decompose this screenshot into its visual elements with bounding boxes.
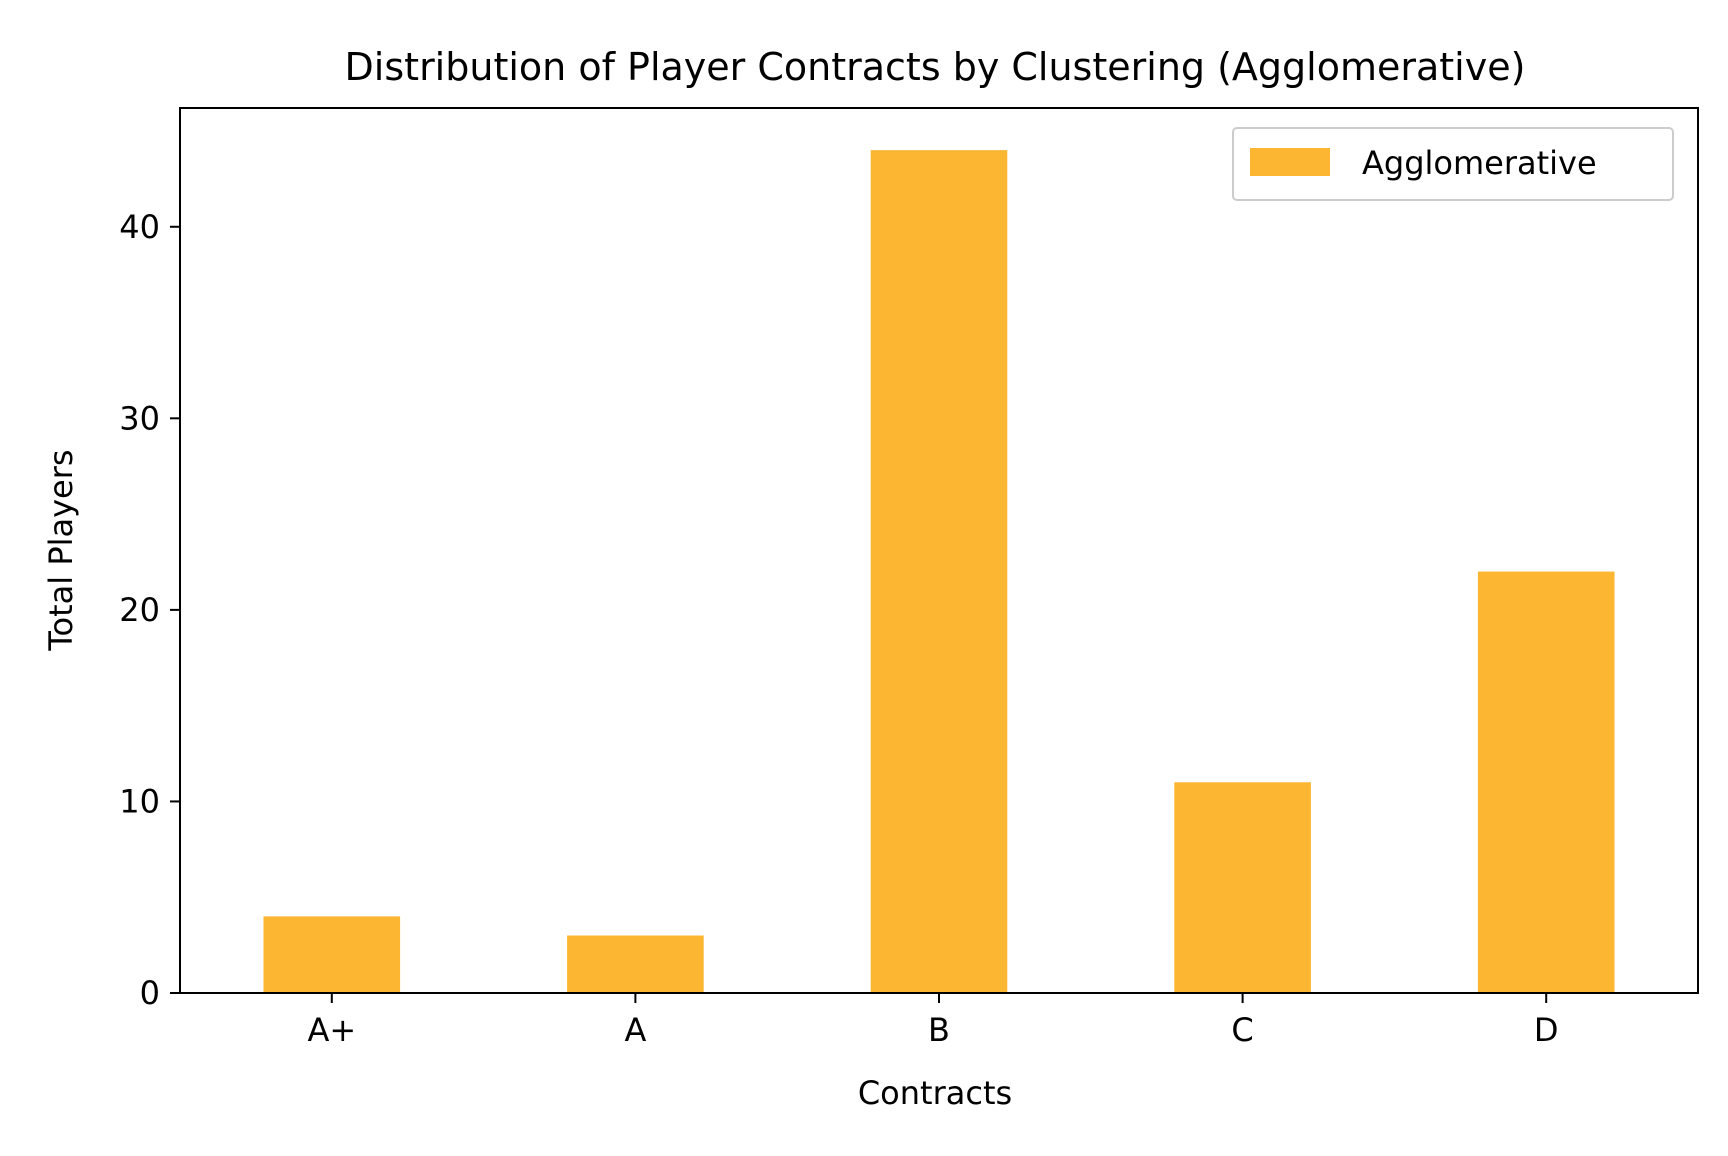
- legend-swatch: [1250, 148, 1330, 176]
- y-tick-label: 0: [140, 974, 160, 1012]
- y-tick-label: 30: [119, 399, 160, 437]
- bar-b: [870, 150, 1008, 994]
- legend-label: Agglomerative: [1362, 144, 1597, 182]
- x-tick-label: B: [928, 1011, 950, 1049]
- chart-title: Distribution of Player Contracts by Clus…: [345, 45, 1526, 89]
- y-tick-label: 40: [119, 208, 160, 246]
- x-axis-label: Contracts: [858, 1074, 1012, 1112]
- x-tick-label: C: [1231, 1011, 1253, 1049]
- y-axis-label: Total Players: [42, 449, 80, 651]
- bars-layer: [263, 150, 1615, 994]
- y-tick-label: 20: [119, 591, 160, 629]
- bar-a: [567, 935, 704, 993]
- bar-a-plus: [263, 916, 401, 993]
- x-tick-label: A+: [307, 1011, 356, 1049]
- legend: Agglomerative: [1232, 127, 1674, 201]
- legend-frame: [1232, 127, 1674, 201]
- axes-layer: A+ A B C D 0 10 20 30 40: [119, 107, 1699, 1049]
- bar-d: [1477, 571, 1615, 993]
- x-tick-label: D: [1534, 1011, 1559, 1049]
- bar-c: [1174, 782, 1311, 993]
- x-tick-label: A: [624, 1011, 646, 1049]
- y-tick-label: 10: [119, 782, 160, 820]
